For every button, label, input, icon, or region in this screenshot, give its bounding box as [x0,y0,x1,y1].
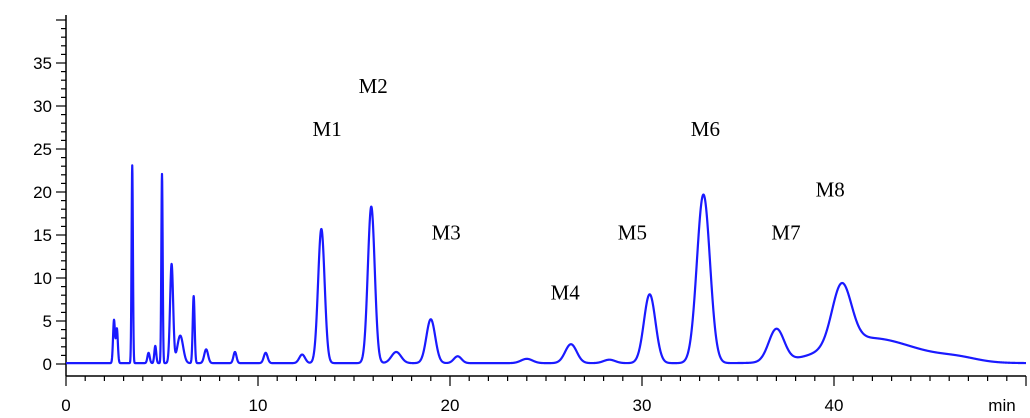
x-unit-label: min [988,396,1015,415]
y-tick-label: 10 [33,269,52,288]
x-tick-label: 30 [633,396,652,415]
x-tick-label: 0 [61,396,70,415]
x-tick-label: 20 [441,396,460,415]
peak-label-m6: M6 [691,117,720,141]
peak-label-m5: M5 [618,220,647,244]
peak-label-m1: M1 [313,117,342,141]
y-tick-label: 35 [33,54,52,73]
trace-layer [65,164,1027,365]
y-tick-label: 30 [33,97,52,116]
peak-label-m8: M8 [816,177,845,201]
x-tick-label: 10 [249,396,268,415]
y-tick-label: 5 [43,312,52,331]
chromatogram-trace [65,164,1027,365]
y-tick-label: 25 [33,140,52,159]
x-tick-label: 40 [825,396,844,415]
peak-labels: M1 M2 M3 M4 M5 M6 M7 M8 [313,74,845,304]
y-tick-label: 0 [43,355,52,374]
y-tick-label: 15 [33,226,52,245]
axes: 0 5 10 15 20 25 30 35 0 10 20 30 40 min [33,15,1027,415]
peak-label-m4: M4 [551,281,581,305]
peak-label-m3: M3 [432,220,461,244]
y-tick-label: 20 [33,183,52,202]
peak-label-m7: M7 [771,220,800,244]
peak-label-m2: M2 [359,74,388,98]
